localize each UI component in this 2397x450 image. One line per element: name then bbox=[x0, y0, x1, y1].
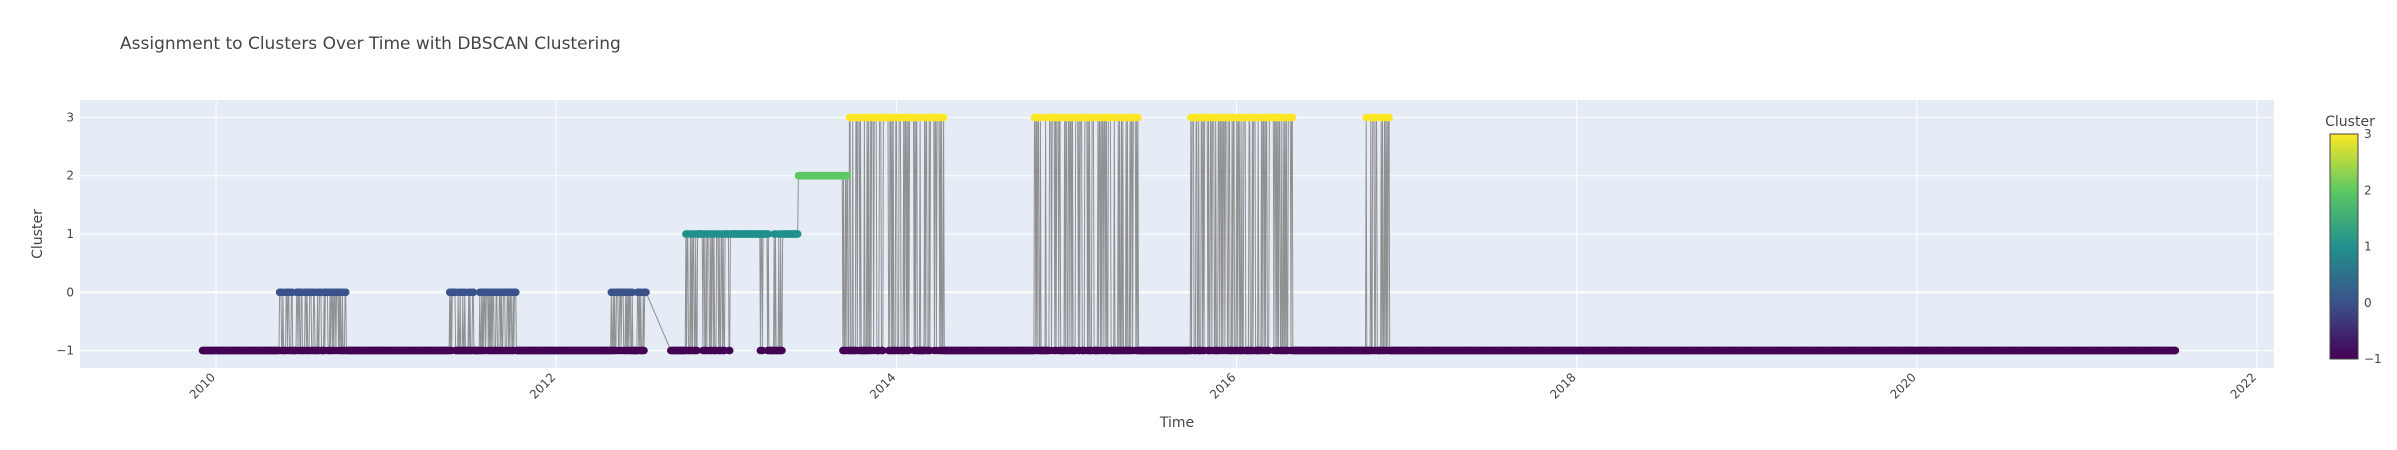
x-tick-label: 2012 bbox=[527, 370, 558, 401]
x-tick-label: 2022 bbox=[2228, 370, 2259, 401]
data-point bbox=[1288, 113, 1297, 122]
data-point bbox=[1036, 113, 1045, 122]
colorbar-tick-label: 0 bbox=[2364, 296, 2372, 310]
data-point bbox=[628, 288, 636, 297]
data-point bbox=[512, 288, 520, 297]
data-point bbox=[469, 288, 478, 297]
data-point bbox=[642, 288, 650, 297]
y-tick-label: 0 bbox=[66, 285, 74, 299]
y-axis-ticks: −1 0 1 2 3 bbox=[56, 110, 74, 357]
y-tick-label: 1 bbox=[66, 227, 74, 241]
y-tick-label: −1 bbox=[56, 344, 74, 358]
x-axis-title: Time bbox=[1159, 415, 1194, 431]
x-tick-label: 2016 bbox=[1207, 370, 1238, 401]
colorbar: Cluster −1 0 1 2 3 bbox=[2325, 114, 2382, 366]
data-point bbox=[2171, 346, 2180, 355]
colorbar-tick-label: 3 bbox=[2364, 127, 2372, 141]
data-point bbox=[764, 230, 773, 238]
colorbar-title: Cluster bbox=[2325, 114, 2375, 130]
colorbar-tick-label: −1 bbox=[2364, 352, 2382, 366]
y-tick-label: 2 bbox=[66, 169, 74, 183]
data-point bbox=[1264, 346, 1273, 355]
x-axis-ticks: 2010 2012 2014 2016 2018 2020 2022 bbox=[187, 370, 2259, 401]
data-point bbox=[939, 113, 948, 122]
x-tick-label: 2010 bbox=[187, 370, 218, 401]
data-point bbox=[693, 346, 701, 355]
data-point bbox=[778, 346, 786, 355]
y-tick-label: 3 bbox=[66, 110, 74, 124]
data-point bbox=[1385, 113, 1393, 122]
data-point bbox=[640, 346, 648, 355]
data-point bbox=[905, 346, 913, 355]
data-point bbox=[341, 288, 350, 297]
data-point bbox=[725, 346, 734, 355]
x-tick-label: 2014 bbox=[867, 370, 898, 401]
x-tick-label: 2020 bbox=[1887, 370, 1918, 401]
data-markers bbox=[198, 113, 2180, 355]
data-point bbox=[793, 230, 802, 238]
colorbar-gradient bbox=[2329, 133, 2359, 360]
chart-title: Assignment to Clusters Over Time with DB… bbox=[120, 34, 621, 54]
data-point bbox=[843, 171, 852, 180]
colorbar-ticks: −1 0 1 2 3 bbox=[2364, 127, 2382, 366]
x-tick-label: 2018 bbox=[1547, 370, 1578, 401]
colorbar-tick-label: 2 bbox=[2364, 183, 2372, 197]
data-point bbox=[879, 346, 887, 355]
data-point bbox=[758, 346, 767, 355]
y-axis-title: Cluster bbox=[30, 209, 46, 259]
data-point bbox=[1134, 113, 1142, 122]
colorbar-tick-label: 1 bbox=[2364, 240, 2372, 254]
